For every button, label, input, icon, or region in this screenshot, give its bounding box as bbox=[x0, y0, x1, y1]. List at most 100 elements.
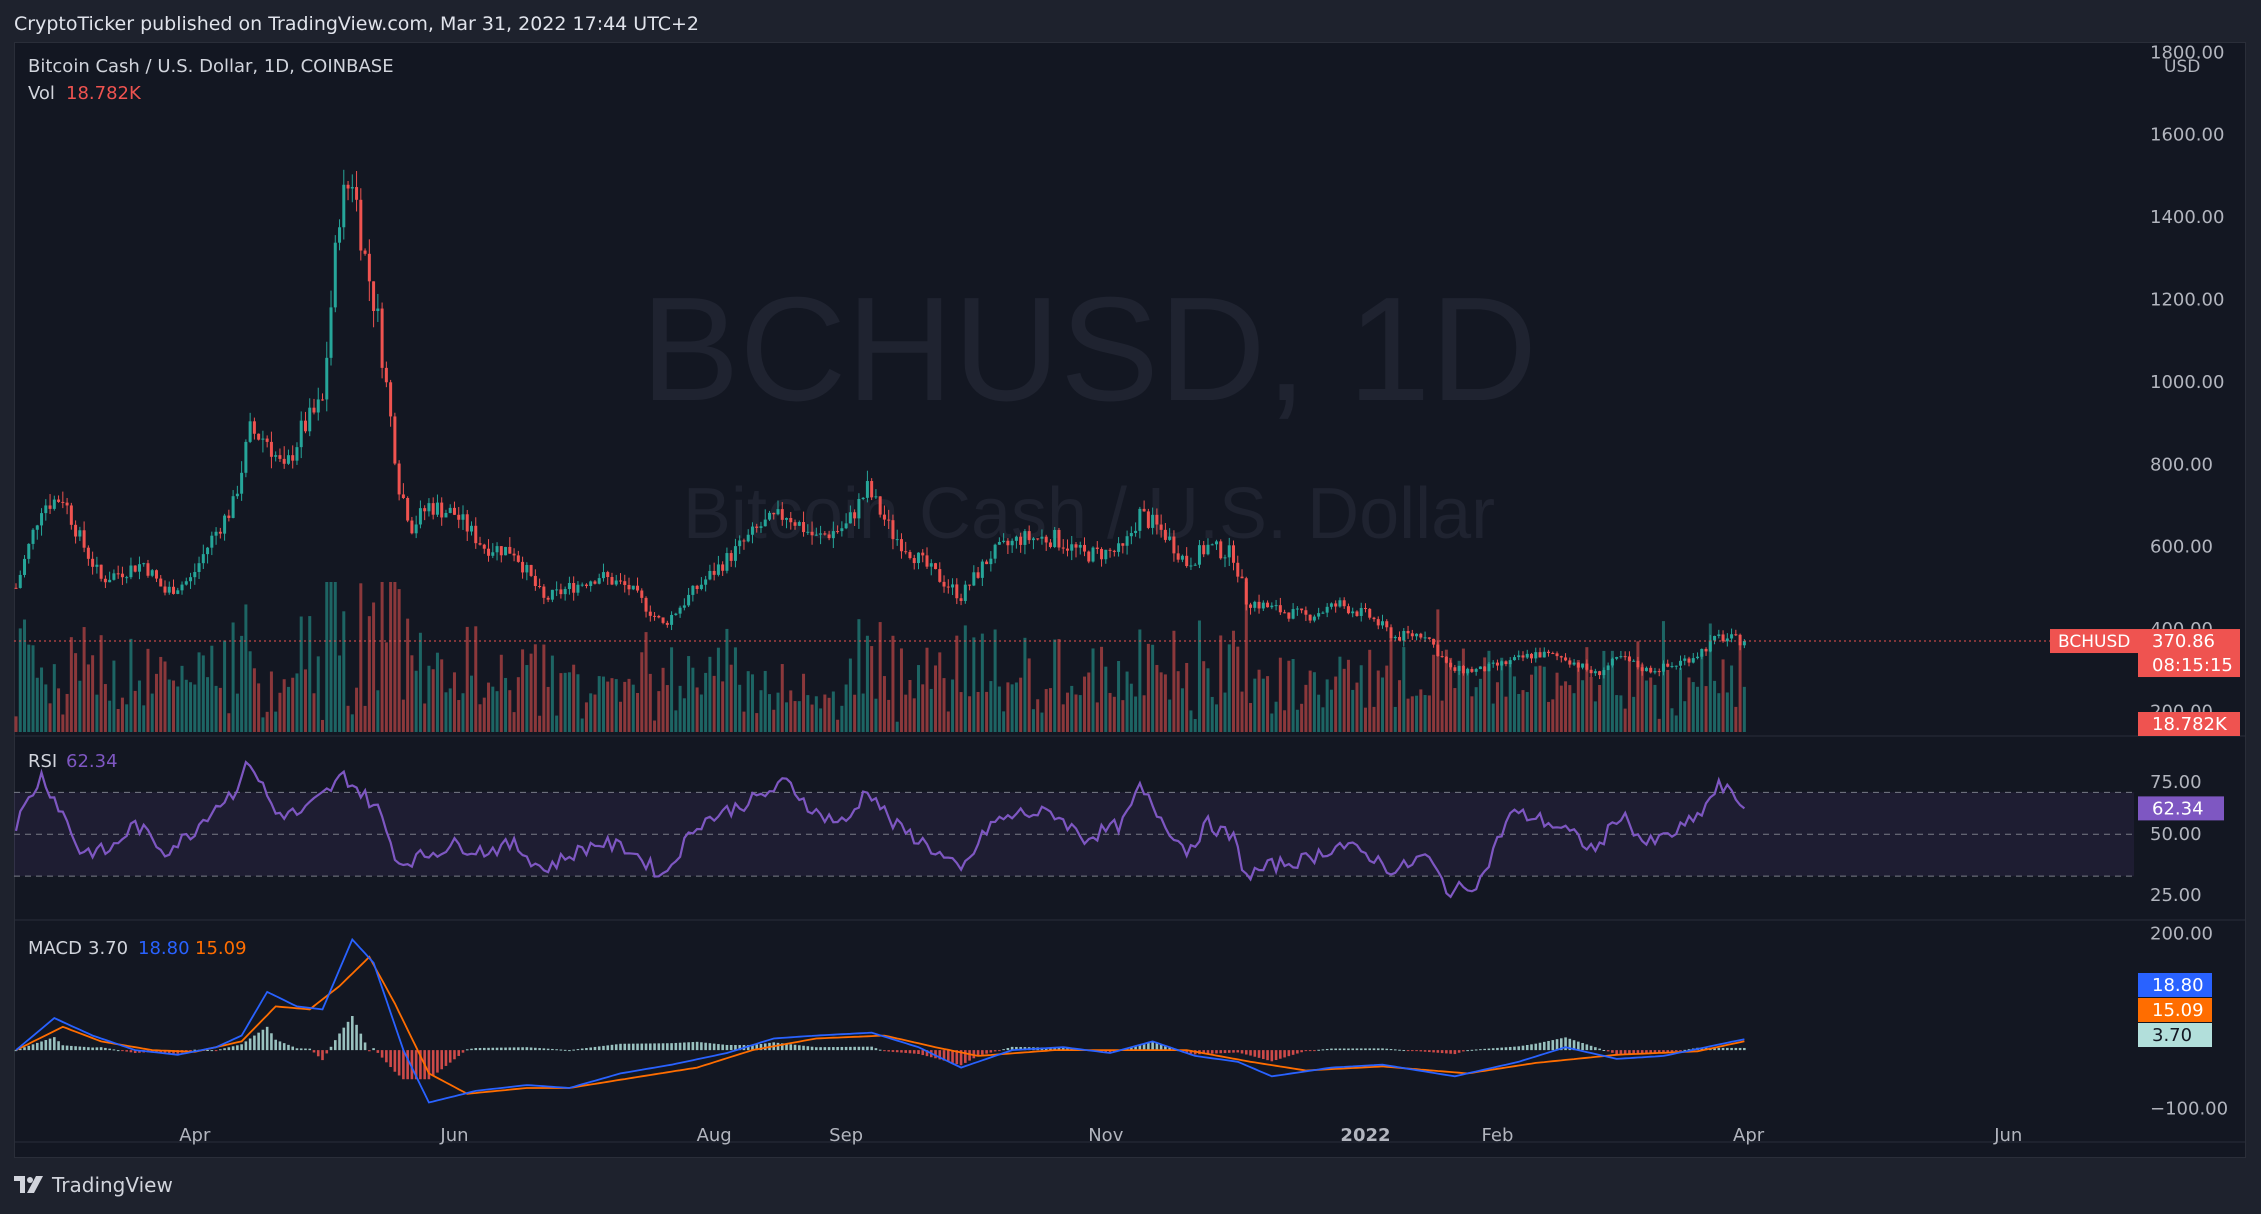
macd-hist-bar bbox=[1215, 1050, 1218, 1054]
macd-hist-bar bbox=[1734, 1047, 1738, 1051]
macd-hist-bar bbox=[546, 1048, 550, 1051]
macd-hist-bar bbox=[1415, 1050, 1418, 1052]
macd-hist-bar bbox=[333, 1040, 337, 1051]
macd-hist-bar bbox=[738, 1045, 741, 1051]
macd-hist-bar bbox=[363, 1042, 367, 1051]
volume-bar bbox=[491, 686, 495, 732]
candle-body bbox=[1125, 536, 1129, 546]
volume-bar bbox=[631, 684, 635, 732]
macd-hist-tag bbox=[2138, 1023, 2212, 1047]
volume-bar bbox=[759, 690, 763, 732]
candle-body bbox=[52, 499, 56, 509]
candle-body bbox=[1159, 524, 1163, 530]
volume-bar bbox=[1466, 668, 1470, 732]
macd-hist-bar bbox=[1572, 1040, 1576, 1051]
macd-hist-bar bbox=[900, 1050, 903, 1053]
candle-body bbox=[278, 455, 282, 459]
tradingview-logo-icon[interactable] bbox=[14, 1176, 44, 1194]
macd-hist-bar bbox=[1283, 1050, 1286, 1058]
candle-body bbox=[725, 553, 729, 571]
candle-body bbox=[23, 558, 27, 575]
macd-hist-bar bbox=[236, 1045, 239, 1051]
volume-bar bbox=[802, 673, 806, 732]
macd-hist-bar bbox=[1049, 1047, 1052, 1051]
macd-hist-bar bbox=[1521, 1045, 1525, 1051]
candle-body bbox=[376, 308, 380, 312]
macd-hist-bar bbox=[1496, 1047, 1499, 1051]
macd-hist-bar bbox=[321, 1050, 324, 1061]
volume-bar bbox=[725, 628, 729, 732]
macd-hist-bar bbox=[116, 1050, 120, 1052]
macd-hist-bar bbox=[895, 1050, 899, 1053]
macd-legend-signal: 15.09 bbox=[195, 938, 247, 959]
symbol-tag-label: BCHUSD bbox=[2058, 632, 2130, 652]
candle-body bbox=[1253, 601, 1257, 608]
volume-bar bbox=[197, 652, 201, 732]
macd-hist-bar bbox=[227, 1047, 231, 1051]
candle-body bbox=[942, 581, 946, 587]
macd-hist-bar bbox=[1449, 1050, 1452, 1054]
macd-hist-bar bbox=[904, 1050, 908, 1053]
volume-bar bbox=[125, 704, 129, 732]
candle-body bbox=[1559, 656, 1563, 658]
macd-hist-bar bbox=[261, 1029, 265, 1051]
candle-body bbox=[1423, 637, 1427, 639]
candle-body bbox=[465, 514, 469, 532]
candle-body bbox=[972, 572, 976, 586]
volume-bar bbox=[1559, 685, 1563, 732]
volume-bar bbox=[457, 700, 461, 732]
macd-hist-bar bbox=[725, 1044, 729, 1051]
candle-body bbox=[1406, 630, 1410, 634]
volume-bar bbox=[499, 654, 503, 732]
candle-body bbox=[819, 533, 823, 535]
macd-hist-bar bbox=[1504, 1047, 1508, 1051]
candle-body bbox=[742, 540, 746, 542]
macd-hist-bar bbox=[48, 1038, 52, 1051]
macd-legend-label: MACD bbox=[28, 938, 82, 959]
volume-bar bbox=[729, 664, 733, 732]
macd-hist-bar bbox=[1666, 1050, 1670, 1053]
candle-body bbox=[1261, 602, 1265, 609]
volume-bar bbox=[1129, 683, 1133, 732]
macd-hist-bar bbox=[491, 1047, 495, 1051]
candle-body bbox=[687, 594, 691, 606]
candle-body bbox=[133, 565, 137, 572]
macd-hist-bar bbox=[1219, 1050, 1223, 1054]
macd-hist-bar bbox=[1347, 1048, 1350, 1051]
volume-bar bbox=[78, 680, 82, 732]
volume-bar bbox=[444, 692, 448, 732]
macd-hist-bar bbox=[512, 1047, 516, 1051]
price-tick-label: 1600.00 bbox=[2150, 125, 2224, 146]
volume-bar bbox=[342, 611, 346, 732]
candle-body bbox=[1470, 669, 1474, 672]
candle-body bbox=[389, 382, 393, 417]
volume-bar bbox=[951, 679, 955, 732]
volume-bar bbox=[1606, 669, 1610, 732]
candle-body bbox=[1700, 648, 1704, 657]
candle-body bbox=[1478, 666, 1482, 670]
macd-hist-bar bbox=[751, 1045, 754, 1051]
candle-body bbox=[457, 514, 461, 520]
macd-hist-bar bbox=[951, 1050, 954, 1063]
volume-bar bbox=[269, 671, 273, 732]
chart-canvas[interactable]: BCHUSD, 1D Bitcoin Cash / U.S. Dollar 200.… bbox=[14, 42, 2246, 1158]
macd-hist-bar bbox=[291, 1046, 295, 1051]
volume-bar bbox=[1398, 680, 1402, 732]
volume-bar bbox=[1146, 643, 1150, 732]
volume-bar bbox=[1623, 708, 1627, 732]
candle-body bbox=[985, 561, 989, 565]
candle-body bbox=[1232, 545, 1236, 563]
volume-bar bbox=[1308, 670, 1312, 732]
volume-bar bbox=[1214, 704, 1218, 732]
candle-body bbox=[1427, 637, 1431, 639]
macd-hist-bar bbox=[206, 1050, 209, 1051]
volume-bar bbox=[1138, 629, 1142, 732]
volume-bar bbox=[865, 635, 869, 732]
candle-body bbox=[1006, 540, 1010, 546]
macd-hist-bar bbox=[189, 1050, 192, 1052]
volume-bar bbox=[746, 671, 750, 732]
macd-hist-bar bbox=[1568, 1038, 1572, 1051]
candle-body bbox=[1057, 529, 1061, 548]
volume-bar bbox=[1197, 620, 1201, 732]
candle-body bbox=[223, 515, 227, 534]
